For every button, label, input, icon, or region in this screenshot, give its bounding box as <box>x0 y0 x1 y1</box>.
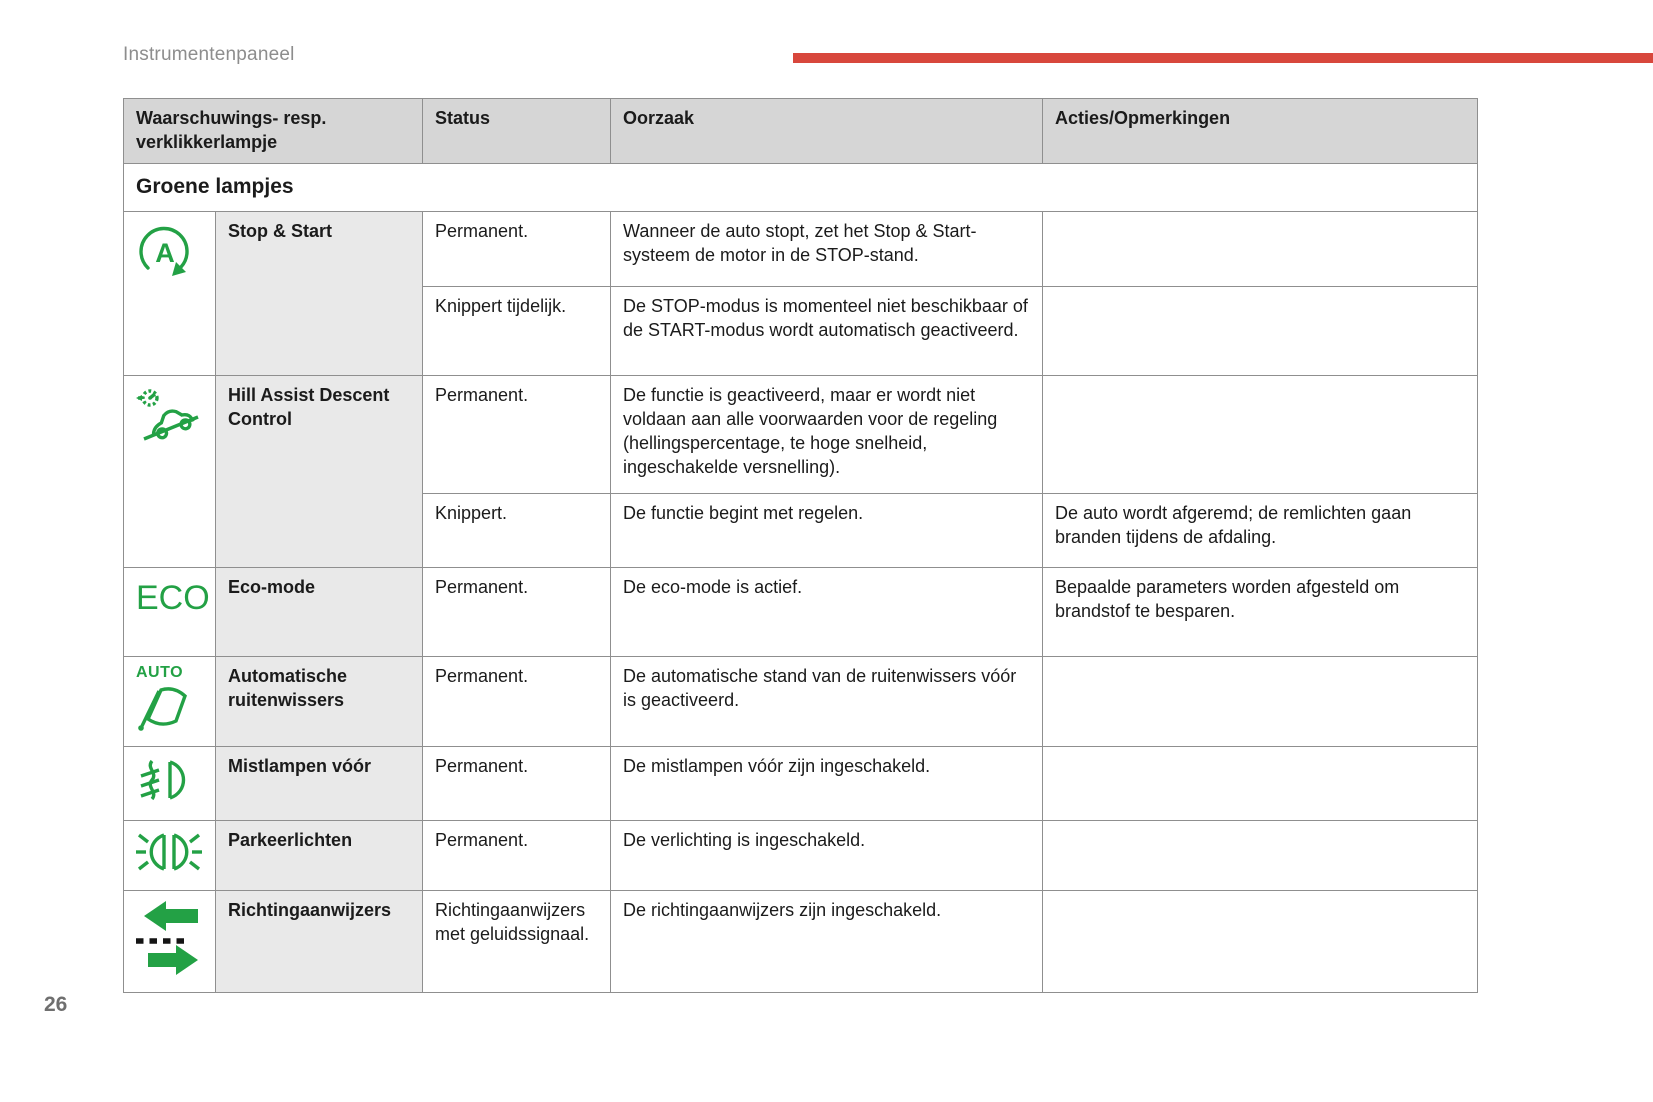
cause-cell: De verlichting is ingeschakeld. <box>610 819 1044 891</box>
cause-cell: De richtingaanwijzers zijn ingeschakeld. <box>610 889 1044 993</box>
parking-lights-icon <box>123 819 216 891</box>
table-row: ECO Eco-mode Permanent. De eco-mode is a… <box>123 566 1479 657</box>
cause-cell: De mistlampen vóór zijn ingeschakeld. <box>610 745 1044 821</box>
cause-cell: De STOP-modus is momenteel niet beschikb… <box>610 285 1044 376</box>
lamp-name: Mistlampen vóór <box>214 745 424 821</box>
table-row: Knippert tijdelijk. De STOP-modus is mom… <box>124 285 1479 376</box>
lamp-name: Automatische ruitenwissers <box>214 655 424 747</box>
warning-lights-table: Waarschuwings- resp. verklikkerlampje St… <box>122 98 1479 993</box>
column-header-actions: Acties/Opmerkingen <box>1042 98 1479 164</box>
action-cell <box>1042 285 1479 376</box>
eco-mode-icon: ECO <box>123 566 216 657</box>
cause-cell: De functie begint met regelen. <box>610 492 1044 568</box>
status-cell: Permanent. <box>422 566 612 657</box>
auto-icon-text: AUTO <box>136 663 184 681</box>
table-row: AUTO Automatische ruitenwissers Permanen… <box>123 655 1479 747</box>
turn-indicators-icon <box>123 889 216 993</box>
section-header-row: Groene lampjes <box>122 162 1479 212</box>
status-cell: Permanent. <box>422 210 612 287</box>
cause-cell: De automatische stand van de ruitenwisse… <box>610 655 1044 747</box>
cause-cell: De functie is geactiveerd, maar er wordt… <box>610 374 1044 494</box>
status-cell: Permanent. <box>422 374 612 494</box>
front-fog-lights-icon <box>123 745 216 821</box>
hill-assist-descent-control-icon <box>123 374 216 568</box>
column-header-status: Status <box>422 98 612 164</box>
stop-start-icon: A <box>123 210 216 376</box>
action-cell: De auto wordt afgeremd; de remlichten ga… <box>1042 492 1479 568</box>
accent-bar <box>793 53 1653 63</box>
section-title: Groene lampjes <box>122 162 1479 212</box>
action-cell: Bepaalde parameters worden afgesteld om … <box>1042 566 1479 657</box>
table-row: Parkeerlichten Permanent. De verlichting… <box>123 819 1479 891</box>
lamp-name: Eco-mode <box>214 566 424 657</box>
cause-cell: De eco-mode is actief. <box>610 566 1044 657</box>
table-row: Mistlampen vóór Permanent. De mistlampen… <box>123 745 1479 821</box>
table-header-row: Waarschuwings- resp. verklikkerlampje St… <box>122 98 1479 164</box>
lamp-name: Stop & Start <box>214 210 424 376</box>
auto-wipers-icon: AUTO <box>123 655 216 747</box>
page-title: Instrumentenpaneel <box>123 44 295 65</box>
lamp-name: Richtingaanwijzers <box>214 889 424 993</box>
table-row: A Stop & Start Permanent. Wanneer de aut… <box>123 210 1479 376</box>
column-header-cause: Oorzaak <box>610 98 1044 164</box>
table-row: Richtingaanwijzers Richtingaanwijzers me… <box>123 889 1479 993</box>
svg-text:A: A <box>155 238 175 268</box>
lamp-name: Parkeerlichten <box>214 819 424 891</box>
page-number: 26 <box>44 993 68 1016</box>
status-cell: Permanent. <box>422 819 612 891</box>
action-cell <box>1042 210 1479 287</box>
cause-cell: Wanneer de auto stopt, zet het Stop & St… <box>610 210 1044 287</box>
table-row: Hill Assist Descent Control Permanent. D… <box>123 374 1479 568</box>
status-cell: Knippert tijdelijk. <box>422 285 612 376</box>
status-cell: Knippert. <box>422 492 612 568</box>
status-cell: Permanent. <box>422 745 612 821</box>
action-cell <box>1042 655 1479 747</box>
status-cell: Richtingaanwijzers met geluidssignaal. <box>422 889 612 993</box>
action-cell <box>1042 889 1479 993</box>
column-header-lamp: Waarschuwings- resp. verklikkerlampje <box>122 98 424 164</box>
eco-icon-text: ECO <box>136 578 210 617</box>
action-cell <box>1042 819 1479 891</box>
action-cell <box>1042 745 1479 821</box>
status-cell: Permanent. <box>422 655 612 747</box>
action-cell <box>1042 374 1479 494</box>
lamp-name: Hill Assist Descent Control <box>214 374 424 568</box>
